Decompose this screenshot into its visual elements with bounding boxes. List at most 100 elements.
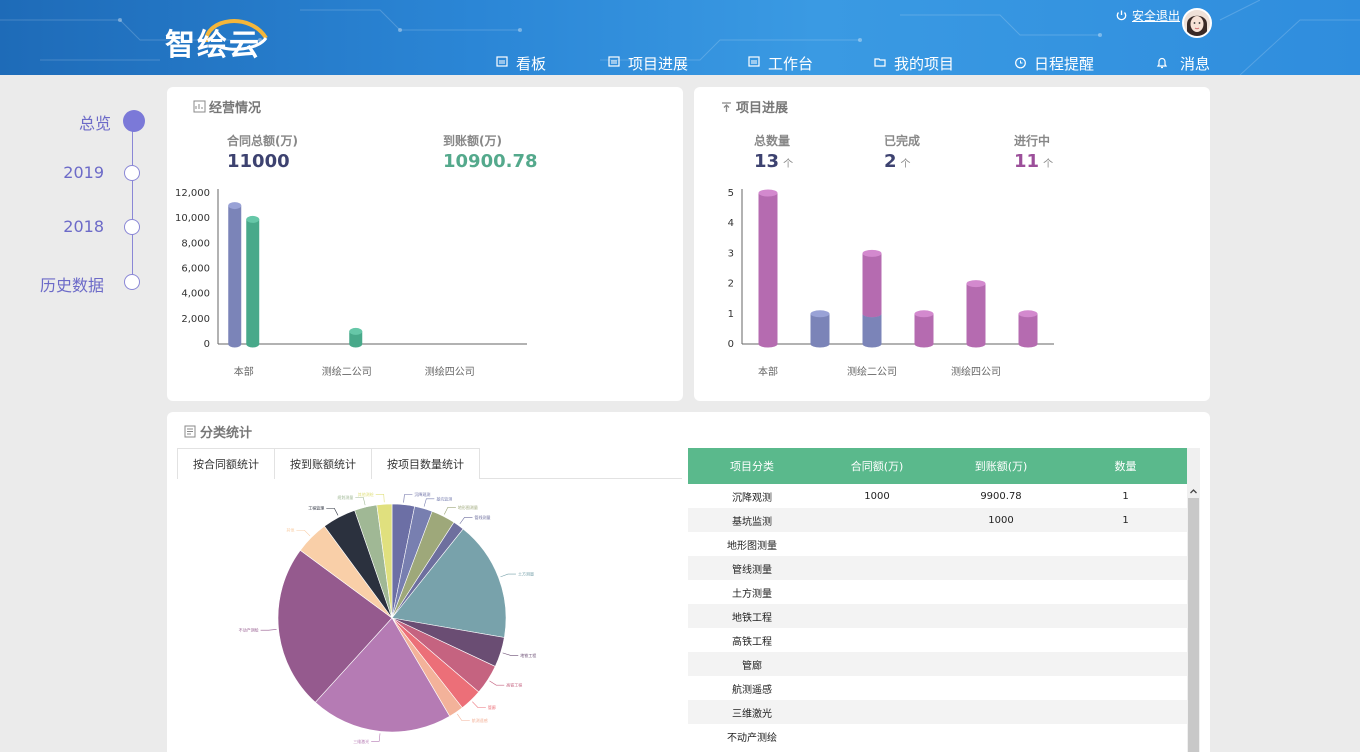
bar-body [228, 205, 242, 348]
total-value: 13 个 [754, 151, 793, 172]
header-count[interactable]: 数量 [1114, 460, 1137, 473]
nav-label: 消息 [1180, 54, 1211, 73]
unit-label: 个 [1043, 159, 1054, 170]
bar-到账额 [246, 215, 260, 348]
pie-label: 其他测绘 [358, 491, 374, 497]
table-cell: 基坑监测 [732, 516, 772, 528]
table-row[interactable]: 地铁工程 [688, 604, 1187, 628]
classify-card: 分类统计 按合同额统计 按到账额统计 按项目数量统计 沉降观测 基坑监测 地形图测量… [167, 412, 1210, 752]
header-category[interactable]: 项目分类 [730, 460, 774, 473]
table-row[interactable]: 沉降观测 1000 9900.78 1 [688, 484, 1187, 508]
nav-schedule[interactable]: 日程提醒 [1014, 52, 1094, 74]
y-tick-label: 4,000 [181, 289, 210, 300]
table-row[interactable]: 三维激光 [688, 700, 1187, 724]
card-title: 分类统计 [184, 422, 252, 441]
pie-label: 航测遥感 [472, 717, 488, 723]
tab-by-contract[interactable]: 按合同额统计 [177, 448, 275, 479]
bar-body [246, 219, 260, 348]
user-avatar[interactable] [1182, 8, 1212, 38]
table-row[interactable]: 不动产测绘 [688, 724, 1187, 748]
card-title: 项目进展 [720, 97, 788, 116]
table-row[interactable]: 管廊 [688, 652, 1187, 676]
classify-title: 分类统计 [200, 426, 253, 441]
progress-title: 项目进展 [736, 101, 789, 116]
user-face-icon [1184, 10, 1210, 36]
unit-label: 个 [900, 159, 911, 170]
bar-body [966, 283, 986, 348]
scroll-up-icon[interactable] [1187, 484, 1200, 498]
pie-leader-line [326, 507, 339, 516]
table-cell: 航测遥感 [732, 684, 772, 696]
classify-tabs: 按合同额统计 按到账额统计 按项目数量统计 [177, 448, 682, 479]
nav-workbench[interactable]: 工作台 [748, 52, 813, 74]
tab-by-count[interactable]: 按项目数量统计 [371, 448, 480, 479]
table-cell: 1 [1122, 514, 1129, 526]
app-logo[interactable]: 智绘云 [165, 28, 261, 63]
table-cell: 管线测量 [732, 564, 772, 576]
circuit-background [0, 0, 1360, 75]
contract-label: 合同总额(万) [227, 134, 298, 148]
bar-合同总额 [228, 202, 242, 348]
table-row[interactable]: 高铁工程 [688, 628, 1187, 652]
timeline-label: 2018 [63, 217, 104, 236]
pie-leader-line [457, 713, 470, 721]
card-title: 经营情况 [193, 97, 261, 116]
y-tick-label: 4 [728, 218, 734, 229]
pie-label: 基坑监测 [436, 495, 452, 501]
business-card: 经营情况 合同总额(万) 11000 到账额(万) 10900.78 0 2,00… [167, 87, 683, 401]
nav-my-projects[interactable]: 我的项目 [874, 52, 954, 74]
nav-progress[interactable]: 项目进展 [608, 52, 688, 74]
y-tick-label: 0 [728, 339, 734, 350]
pie-slice [376, 503, 393, 619]
bar-进行中 [1018, 310, 1038, 348]
pie-label: 管廊 [488, 704, 496, 710]
done-label: 已完成 [884, 134, 921, 148]
header-contract[interactable]: 合同额(万) [850, 460, 904, 473]
y-tick-label: 2 [728, 279, 734, 290]
pie-leader-line [443, 506, 456, 515]
unit-label: 个 [783, 159, 794, 170]
table-row[interactable]: 基坑监测 1000 1 [688, 508, 1187, 532]
nav-label: 项目进展 [628, 54, 689, 73]
y-tick-label: 6,000 [181, 264, 210, 275]
bar-cap [810, 310, 830, 318]
pie-leader-line [371, 733, 381, 742]
pie-slice [277, 549, 393, 703]
bar-body [758, 193, 778, 348]
category-table: 项目分类 合同额(万) 到账额(万) 数量 沉降观测 1000 9900.78 1 基坑… [688, 448, 1187, 748]
bar-cap [966, 280, 986, 288]
table-row[interactable]: 管线测量 [688, 556, 1187, 580]
bar-body [862, 313, 882, 348]
timeline-dot-active [123, 110, 145, 132]
bar-cap [228, 202, 242, 210]
table-row[interactable]: 地形图测量 [688, 532, 1187, 556]
pie-label: 其他 [286, 527, 294, 533]
x-tick-label: 测绘二公司 [847, 365, 897, 378]
pie-leader-line [355, 497, 366, 506]
x-tick-label: 本部 [234, 365, 254, 378]
bar-body [914, 313, 934, 348]
pie-leader-line [375, 493, 385, 503]
scrollbar-thumb[interactable] [1188, 498, 1199, 752]
table-row[interactable]: 土方测量 [688, 580, 1187, 604]
bar-cap [349, 327, 363, 335]
pie-leader-line [403, 494, 413, 503]
timeline-dot [124, 274, 140, 290]
logo-cloud-icon [204, 19, 268, 51]
timeline-label: 历史数据 [39, 276, 104, 295]
header-received[interactable]: 到账额(万) [974, 460, 1028, 473]
nav-messages[interactable]: 消息 [1156, 52, 1210, 74]
y-tick-label: 3 [728, 248, 734, 259]
bar-cap [914, 310, 934, 318]
pie-label: 地铁工程 [520, 652, 536, 658]
logout-link[interactable]: 安全退出 [1115, 7, 1180, 24]
timeline-label: 2019 [63, 163, 104, 182]
table-cell: 1000 [864, 490, 890, 502]
pie-leader-line [260, 629, 277, 631]
table-row[interactable]: 航测遥感 [688, 676, 1187, 700]
nav-dashboard[interactable]: 看板 [496, 52, 546, 74]
pie-label: 地形图测量 [458, 504, 478, 510]
tab-by-received[interactable]: 按到账额统计 [274, 448, 372, 479]
table-cell: 9900.78 [980, 490, 1022, 502]
